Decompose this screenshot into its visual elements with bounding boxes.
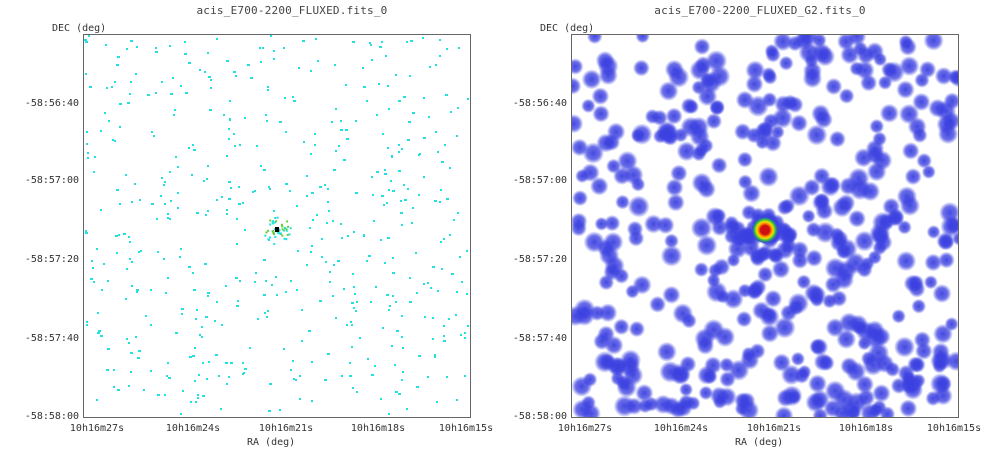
x-tick-left: 10h16m24s bbox=[165, 423, 221, 434]
ra-axis-label-left: RA (deg) bbox=[247, 437, 296, 448]
x-tick-right: 10h16m24s bbox=[653, 423, 709, 434]
ra-axis-label-right: RA (deg) bbox=[735, 437, 784, 448]
x-tick-right: 10h16m18s bbox=[838, 423, 894, 434]
x-tick-left: 10h16m15s bbox=[438, 423, 494, 434]
raw-counts-image bbox=[84, 35, 469, 415]
x-tick-right: 10h16m27s bbox=[557, 423, 613, 434]
image-panel-raw[interactable] bbox=[83, 34, 471, 418]
x-tick-right: 10h16m21s bbox=[746, 423, 802, 434]
smoothed-image bbox=[572, 35, 958, 417]
x-tick-left: 10h16m18s bbox=[350, 423, 406, 434]
panel-title-right: acis_E700-2200_FLUXED_G2.fits_0 bbox=[654, 4, 866, 17]
x-tick-left: 10h16m27s bbox=[69, 423, 125, 434]
y-tick-right: -58:57:00 bbox=[512, 175, 567, 186]
y-tick-left: -58:57:40 bbox=[24, 333, 79, 344]
dec-axis-label-right: DEC (deg) bbox=[540, 23, 595, 34]
y-tick-left: -58:58:00 bbox=[24, 411, 79, 422]
y-tick-right: -58:58:00 bbox=[512, 411, 567, 422]
y-tick-right: -58:57:40 bbox=[512, 333, 567, 344]
y-tick-left: -58:56:40 bbox=[24, 98, 79, 109]
dec-axis-label-left: DEC (deg) bbox=[52, 23, 107, 34]
y-tick-right: -58:57:20 bbox=[512, 254, 567, 265]
y-tick-right: -58:56:40 bbox=[512, 98, 567, 109]
y-tick-left: -58:57:00 bbox=[24, 175, 79, 186]
x-tick-left: 10h16m21s bbox=[258, 423, 314, 434]
image-panel-smoothed[interactable] bbox=[571, 34, 959, 418]
x-tick-right: 10h16m15s bbox=[926, 423, 982, 434]
panel-title-left: acis_E700-2200_FLUXED.fits_0 bbox=[196, 4, 388, 17]
y-tick-left: -58:57:20 bbox=[24, 254, 79, 265]
